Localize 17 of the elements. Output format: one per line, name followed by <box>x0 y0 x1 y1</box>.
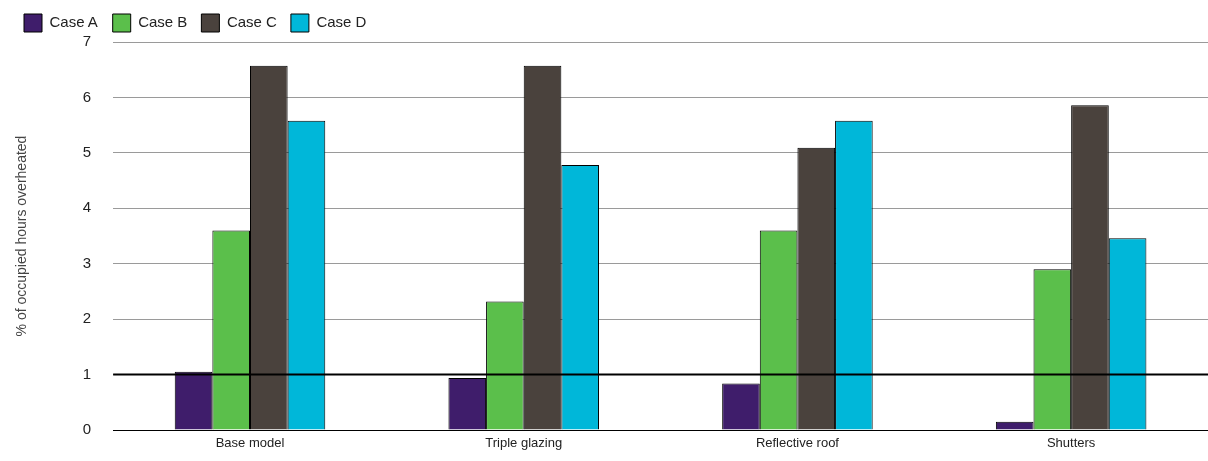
y-tick-label: 3 <box>82 253 92 271</box>
y-tick-label: 2 <box>82 309 92 327</box>
y-tick-label: 4 <box>82 198 92 216</box>
y-axis-title: % of occupied hours overheated <box>13 135 30 337</box>
y-tick-label: 1 <box>82 364 92 382</box>
legend-label: Case A <box>49 13 98 31</box>
x-tick-label: Base model <box>215 435 285 451</box>
legend-label: Case D <box>316 13 367 31</box>
y-tick-label: 6 <box>82 87 92 105</box>
y-tick-label: 7 <box>82 32 92 50</box>
x-tick-label: Triple glazing <box>485 435 563 451</box>
legend-label: Case B <box>138 13 188 31</box>
legend-label: Case C <box>226 13 278 31</box>
y-tick-label: 5 <box>82 143 92 160</box>
x-tick-label: Reflective roof <box>755 435 840 451</box>
x-tick-label: Shutters <box>1046 435 1096 451</box>
y-tick-label: 0 <box>82 420 92 438</box>
